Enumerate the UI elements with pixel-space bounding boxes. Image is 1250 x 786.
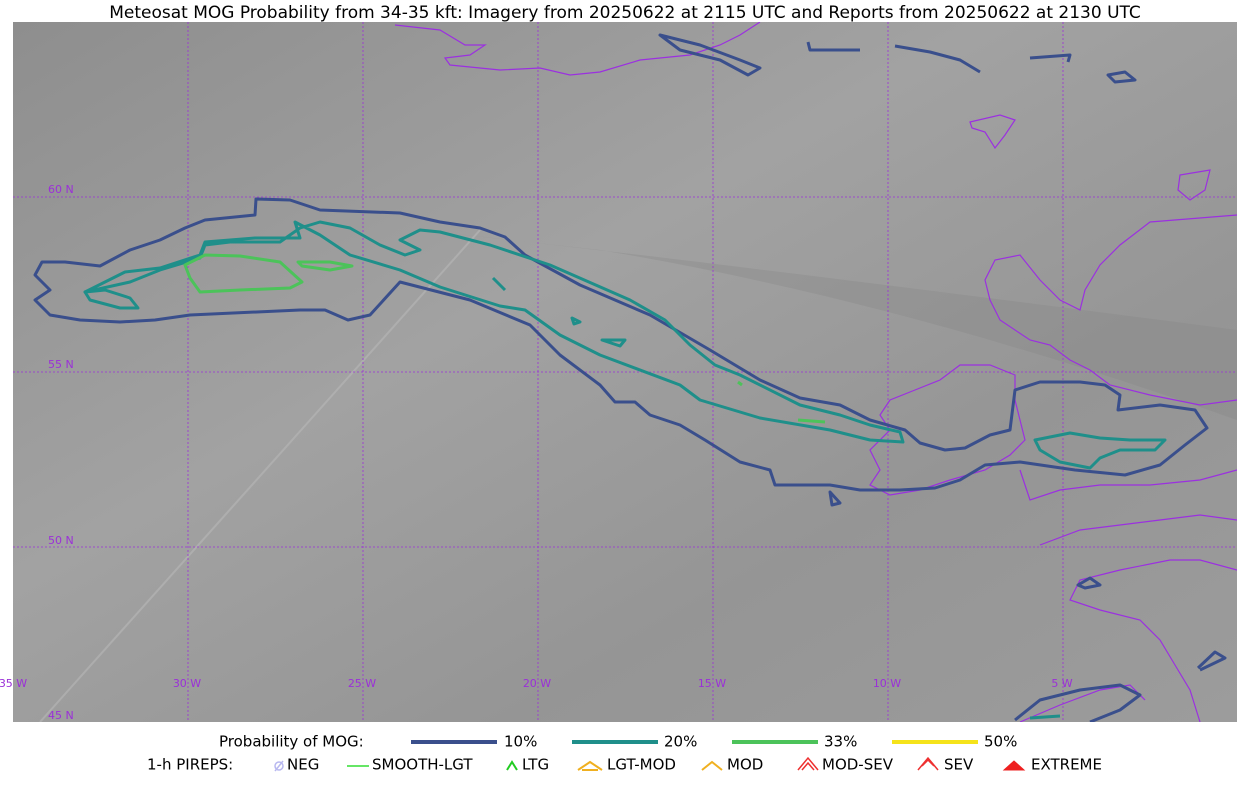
lon-label: 5 W [1051, 677, 1072, 690]
pirep-label: NEG [287, 756, 319, 774]
shetland [1177, 169, 1211, 201]
contour-20 [83, 220, 1167, 720]
lgt-mod-icon [577, 760, 603, 771]
legend: Probability of MOG: 10% 20% 33% 50% [219, 733, 1017, 751]
pirep-label: EXTREME [1031, 756, 1102, 774]
sev-icon [917, 756, 939, 771]
france [1019, 559, 1237, 722]
iceland [394, 22, 761, 76]
legend-label: 33% [824, 733, 857, 751]
neg-icon [274, 761, 284, 771]
geo-labels: 60 N 55 N 50 N 45 N 35 W 30 W 25 W 20 W … [0, 183, 1073, 722]
map [13, 22, 1237, 722]
lat-label: 60 N [48, 183, 74, 196]
mod-sev-icon [797, 756, 819, 771]
lon-label: 10 W [873, 677, 901, 690]
lon-label: 20 W [523, 677, 551, 690]
lon-label: 15 W [698, 677, 726, 690]
cornwall-wales [1019, 469, 1237, 546]
legend-label: 20% [664, 733, 697, 751]
ireland [869, 364, 1026, 496]
contours [33, 33, 1227, 722]
lon-label: 30 W [173, 677, 201, 690]
neg-icon [274, 760, 284, 772]
lat-label: 50 N [48, 534, 74, 547]
extreme-icon [1002, 760, 1026, 771]
pirep-label: SEV [944, 756, 974, 774]
pirep-label: LGT-MOD [607, 756, 676, 774]
cloud-band [420, 230, 1237, 420]
lon-label: 35 W [0, 677, 27, 690]
grid [13, 22, 1237, 722]
contour-20 [83, 288, 140, 310]
title: Meteosat MOG Probability from 34-35 kft:… [109, 3, 1141, 23]
contrail [39, 229, 481, 722]
coastlines [394, 22, 1237, 722]
legend-title: Probability of MOG: [219, 733, 364, 751]
legend-label: 50% [984, 733, 1017, 751]
pirep-title: 1-h PIREPS: [147, 756, 233, 774]
pirep-label: LTG [522, 756, 549, 774]
contour-10 [33, 197, 1209, 492]
mod-icon [701, 760, 723, 771]
lat-label: 55 N [48, 358, 74, 371]
scotland-england [984, 214, 1237, 406]
pirep-label: SMOOTH-LGT [372, 756, 473, 774]
pirep-label: MOD-SEV [822, 756, 894, 774]
lon-label: 25 W [348, 677, 376, 690]
ltg-icon [506, 760, 518, 771]
contour-33 [183, 253, 826, 424]
faroe [969, 114, 1016, 150]
pirep-legend: 1-h PIREPS: NEG SMOOTH-LGT LTG LGT-MOD M… [147, 756, 1102, 774]
pirep-label: MOD [727, 756, 763, 774]
legend-label: 10% [504, 733, 537, 751]
lat-label: 45 N [48, 709, 74, 722]
contour-10 [658, 33, 1227, 722]
